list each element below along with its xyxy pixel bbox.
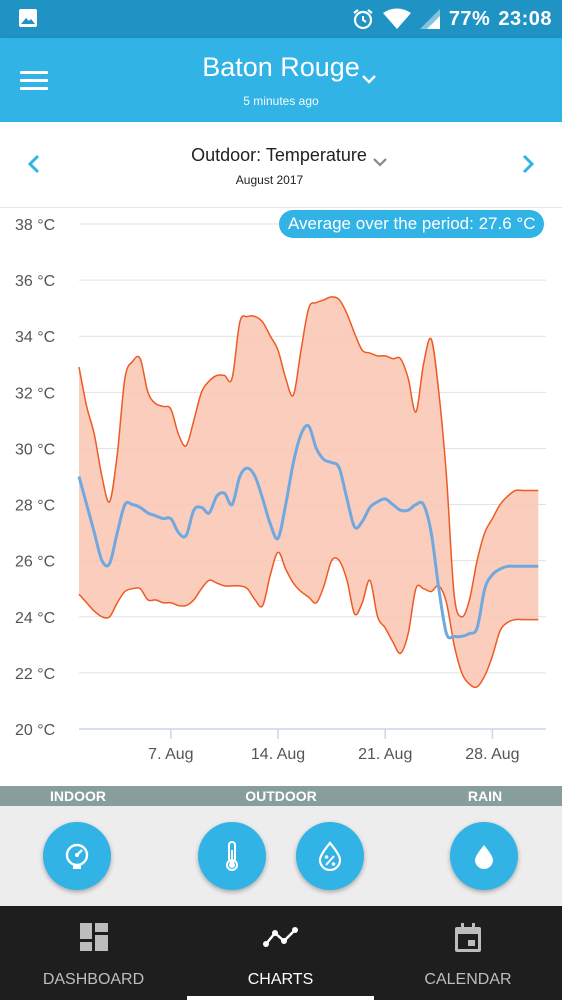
- chart-title[interactable]: Outdoor: Temperature: [191, 145, 367, 165]
- status-bar: 77% 23:08: [0, 0, 562, 38]
- min-temperature-line: [78, 551, 539, 689]
- category-rain: RAIN: [467, 788, 503, 804]
- thermometer-icon: [226, 841, 238, 871]
- temperature-chart[interactable]: 20 °C 22 °C 24 °C 26 °C 28 °C 30 °C 32 °C 34 °C…: [0, 208, 562, 786]
- max-temperature-line: [78, 296, 539, 618]
- chart-header: Outdoor: Temperature August 2017: [0, 122, 562, 208]
- last-updated: 5 minutes ago: [243, 94, 319, 108]
- y-tick-label: 20 °C: [15, 722, 55, 739]
- y-tick-label: 22 °C: [15, 666, 55, 683]
- chart-period: August 2017: [235, 173, 304, 187]
- category-outdoor: OUTDOOR: [245, 788, 317, 804]
- previous-month-chevron-left-icon[interactable]: [20, 150, 48, 178]
- y-tick-label: 38 °C: [15, 217, 55, 234]
- calendar-icon: [455, 923, 481, 952]
- menu-icon: [20, 71, 48, 74]
- nav-charts-label: CHARTS: [247, 971, 314, 988]
- wifi-icon: [382, 8, 411, 29]
- temperature-chart-svg: 20 °C 22 °C 24 °C 26 °C 28 °C 30 °C 32 °C 34 °C…: [15, 217, 546, 763]
- y-tick-label: 26 °C: [15, 554, 55, 571]
- nav-calendar[interactable]: CALENDAR: [374, 906, 562, 1000]
- y-tick-label: 30 °C: [15, 441, 55, 458]
- temperature-range-area: [79, 296, 539, 688]
- menu-icon-bar: [20, 87, 48, 90]
- next-month-chevron-right-icon[interactable]: [514, 150, 542, 178]
- location-title[interactable]: Baton Rouge: [202, 52, 360, 82]
- rain-button[interactable]: [450, 822, 518, 890]
- pressure-gauge-icon: [65, 843, 89, 869]
- category-indoor: INDOOR: [50, 788, 106, 804]
- x-tick-label: 28. Aug: [465, 746, 519, 763]
- cell-signal-icon: [419, 9, 440, 29]
- humidity-icon: [318, 841, 342, 871]
- nav-dashboard-label: DASHBOARD: [42, 971, 145, 988]
- indoor-pressure-button[interactable]: [43, 822, 111, 890]
- y-tick-label: 34 °C: [15, 329, 55, 346]
- x-tick-label: 7. Aug: [148, 746, 193, 763]
- average-badge: Average over the period: 27.6 °C: [279, 210, 545, 238]
- rain-drop-icon: [475, 845, 493, 869]
- image-notification-icon: [19, 9, 37, 27]
- clock-time: 23:08: [498, 7, 552, 30]
- outdoor-temperature-button[interactable]: [198, 822, 266, 890]
- y-tick-label: 32 °C: [15, 385, 55, 402]
- nav-dashboard[interactable]: DASHBOARD: [0, 906, 187, 1000]
- nav-active-indicator: [187, 996, 374, 1000]
- line-chart-icon: [262, 927, 298, 947]
- y-tick-label: 24 °C: [15, 610, 55, 627]
- nav-calendar-label: CALENDAR: [424, 971, 512, 988]
- bottom-navigation: DASHBOARD CHARTS CALENDAR: [0, 906, 562, 1000]
- alarm-icon: [353, 9, 373, 30]
- chart-selector-chevron-down-icon[interactable]: [370, 152, 390, 172]
- sensor-category-bar: INDOOR OUTDOOR RAIN: [0, 786, 562, 806]
- menu-icon-bar: [20, 79, 48, 82]
- battery-percent: 77%: [448, 7, 491, 30]
- x-tick-label: 14. Aug: [251, 746, 305, 763]
- status-indicators: 77% 23:08: [351, 0, 552, 38]
- dashboard-grid-icon: [79, 923, 108, 951]
- location-chevron-down-icon[interactable]: [358, 68, 380, 90]
- y-tick-label: 36 °C: [15, 273, 55, 290]
- y-tick-label: 28 °C: [15, 498, 55, 515]
- x-tick-label: 21. Aug: [358, 746, 412, 763]
- app-bar: Baton Rouge 5 minutes ago: [0, 38, 562, 122]
- average-temperature-line: [77, 423, 539, 640]
- outdoor-humidity-button[interactable]: [296, 822, 364, 890]
- menu-button[interactable]: [14, 60, 54, 100]
- sensor-buttons: [0, 806, 562, 906]
- nav-charts[interactable]: CHARTS: [187, 906, 374, 1000]
